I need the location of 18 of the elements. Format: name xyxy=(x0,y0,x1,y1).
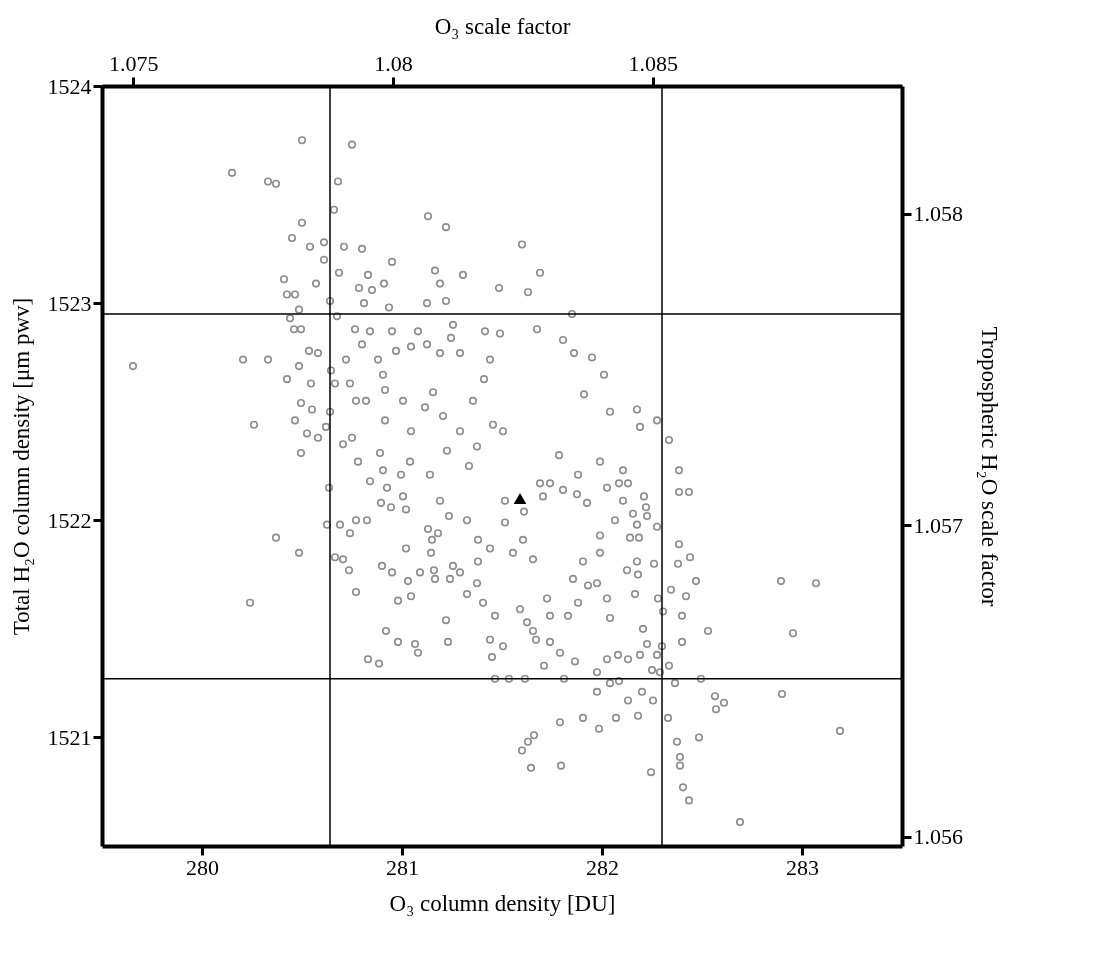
y2-axis-title: Tropospheric H₂O scale factor xyxy=(977,326,1002,607)
y-tick-label: 1521 xyxy=(47,724,92,750)
x-tick-label: 281 xyxy=(386,854,419,880)
x-axis-title: O₃ column density [DU] xyxy=(389,890,616,916)
x-tick-label: 280 xyxy=(186,854,219,880)
y-tick-label: 1522 xyxy=(47,507,92,533)
x2-tick-label: 1.085 xyxy=(628,50,678,76)
x-tick-label: 282 xyxy=(586,854,619,880)
y2-tick-label: 1.056 xyxy=(913,824,963,850)
y-tick-label: 1523 xyxy=(47,290,92,316)
y2-tick-label: 1.057 xyxy=(913,512,963,538)
x2-tick-label: 1.075 xyxy=(108,50,159,76)
x-tick-label: 283 xyxy=(786,854,819,880)
x2-axis-title: O₃ scale factor xyxy=(434,13,571,39)
x2-tick-label: 1.08 xyxy=(374,50,413,76)
y-tick-label: 1524 xyxy=(47,73,92,99)
y-axis-title: Total H₂O column density [μm pwv] xyxy=(8,297,34,636)
y2-tick-label: 1.058 xyxy=(913,201,963,227)
